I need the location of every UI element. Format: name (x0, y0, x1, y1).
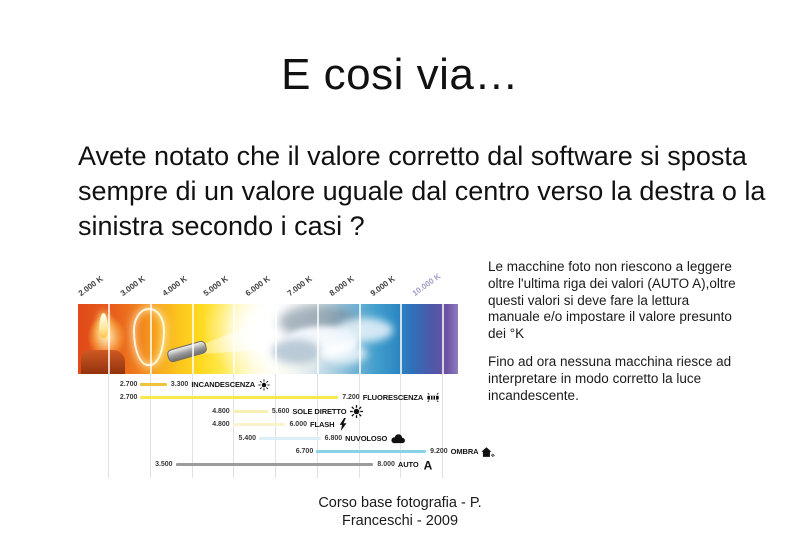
page-title: E cosi via… (281, 50, 519, 99)
band-separator (400, 304, 403, 374)
note-paragraph-2: Fino ad ora nessuna macchina riesce ad i… (488, 353, 732, 403)
flash-icon (338, 418, 348, 432)
band-separator (191, 304, 194, 374)
bulb-outline-image (133, 307, 166, 366)
band-separator (316, 304, 319, 374)
cloud-image (321, 342, 367, 364)
range-end-value: 3.300 (170, 381, 189, 388)
cloud-image (336, 318, 394, 342)
candle-image (81, 350, 125, 374)
grid-line (191, 374, 193, 478)
source-name: FLUORESCENZA (362, 393, 424, 403)
kelvin-tick-label: 6.000 K (243, 274, 272, 298)
chart-row: 6.700 9.200 OMBRA (78, 445, 496, 458)
footer-credit: Corso base fotografia - P. Franceschi - … (0, 494, 800, 530)
kelvin-tick-label: 3.000 K (118, 274, 147, 298)
source-name: AUTO (397, 460, 419, 470)
range-line (232, 423, 286, 427)
range-end-value: 5.600 (271, 407, 290, 415)
range-line (259, 436, 321, 440)
chart-row: 4.800 6.000 FLASH (78, 418, 478, 432)
chart-row: 2.700 7.200 FLUORESCENZA (78, 391, 478, 404)
kelvin-axis: 2.000 K 3.000 K 4.000 K 5.000 K 6.000 K 7.000… (76, 258, 458, 304)
fluorescent-tube-icon (426, 392, 440, 403)
range-end-value: 9.200 (430, 448, 448, 455)
source-name: INCANDESCENZA (191, 380, 256, 389)
range-start-value: 4.800 (212, 421, 230, 429)
kelvin-tick-label: 7.000 K (285, 274, 314, 298)
footer-line-1: Corso base fotografia - P. (318, 495, 482, 511)
range-start-value: 2.700 (119, 394, 138, 402)
range-line (140, 383, 167, 386)
range-end-value: 6.000 (289, 421, 307, 429)
kelvin-tick-label: 2.000 K (76, 274, 105, 298)
range-line (140, 396, 339, 400)
chart-rows-area: 2.700 3.300 INCANDESCENZA 2.700 7.200 FL… (78, 374, 496, 484)
band-separator (233, 304, 236, 374)
range-line (175, 463, 374, 467)
gradient-band (78, 304, 458, 374)
range-end-value: 8.000 (377, 461, 395, 469)
fluorescent-tube-image (166, 339, 209, 363)
kelvin-tick-label: 8.000 K (327, 274, 356, 298)
grid-line (442, 374, 444, 478)
chart-row: 2.700 3.300 INCANDESCENZA (78, 378, 478, 391)
grid-line (316, 374, 318, 478)
chart-row: 3.500 8.000 AUTO A (78, 458, 478, 471)
range-end-value: 7.200 (342, 394, 360, 402)
band-separator (358, 304, 361, 374)
range-start-value: 4.800 (212, 407, 230, 415)
range-start-value: 2.700 (119, 381, 138, 388)
kelvin-tick-label: 10.000 K (410, 271, 443, 298)
source-name: FLASH (310, 420, 335, 430)
body-text: Avete notato che il valore corretto dal … (78, 141, 766, 241)
footer-line-2: Franceschi - 2009 (341, 513, 459, 529)
auto-a-icon: A (422, 459, 434, 471)
range-line (316, 450, 427, 453)
kelvin-tick-label: 9.000 K (369, 274, 398, 298)
color-temperature-chart: 2.000 K 3.000 K 4.000 K 5.000 K 6.000 K 7.000… (76, 258, 496, 484)
range-start-value: 5.400 (238, 434, 257, 442)
bulb-icon (258, 378, 270, 391)
note-paragraph-1: Le macchine foto non riescono a leggere … (488, 259, 736, 342)
svg-text:A: A (423, 459, 432, 471)
source-name: SOLE DIRETTO (292, 406, 347, 416)
range-start-value: 6.700 (295, 448, 314, 455)
band-separator (442, 304, 445, 374)
house-icon (481, 446, 496, 458)
grid-line (149, 374, 151, 478)
grid-line (108, 374, 110, 478)
band-separator (108, 304, 111, 374)
source-name: OMBRA (450, 447, 479, 456)
source-name: NUVOLOSO (345, 433, 388, 443)
grid-line (358, 374, 360, 478)
kelvin-tick-label: 4.000 K (160, 274, 189, 298)
chart-row: 5.400 6.800 NUVOLOSO (78, 432, 478, 445)
sun-icon (349, 404, 363, 418)
cloud-image (271, 339, 322, 365)
grid-line (400, 374, 402, 478)
range-line (232, 409, 268, 413)
range-start-value: 3.500 (155, 461, 173, 469)
chart-row: 4.800 5.600 SOLE DIRETTO (78, 404, 478, 418)
cloud-icon (390, 433, 406, 444)
range-end-value: 6.800 (324, 434, 343, 442)
kelvin-tick-label: 5.000 K (202, 274, 231, 298)
candle-flame (99, 313, 109, 339)
band-separator (275, 304, 278, 374)
side-note: Le macchine foto non riescono a leggere … (488, 259, 740, 404)
band-separator (149, 304, 152, 374)
